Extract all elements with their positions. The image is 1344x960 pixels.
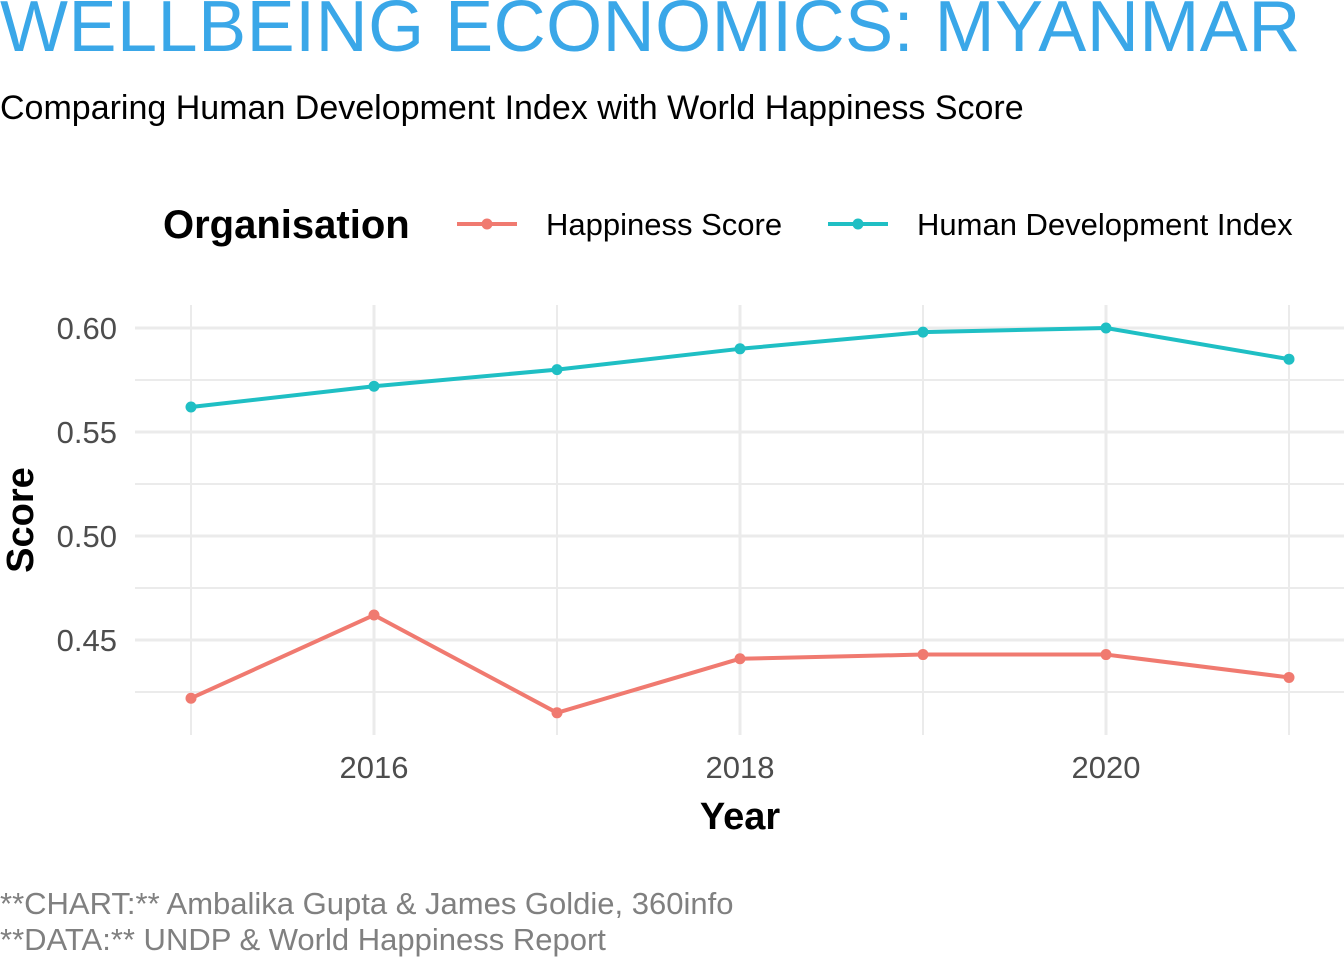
chart-title: WELLBEING ECONOMICS: MYANMAR [0,0,1301,67]
y-tick-label: 0.60 [57,311,117,346]
data-point [185,401,197,413]
data-point [368,380,380,392]
data-point [368,609,380,621]
caption-chart-credit: **CHART:** Ambalika Gupta & James Goldie… [0,886,734,921]
y-tick-label: 0.50 [57,519,117,554]
legend-key-point [481,218,493,230]
data-point [917,649,929,661]
legend: Organisation Happiness Score Human Develop… [163,203,1293,247]
data-point [185,692,197,704]
data-point [551,707,563,719]
data-point [1283,671,1295,683]
line-chart: 0.45 0.50 0.55 0.60 2016 2018 2020 Year Score Or… [0,203,1344,838]
data-point [734,653,746,665]
legend-key-point [852,218,864,230]
series [185,322,1295,719]
data-point [1100,649,1112,661]
y-axis-title: Score [0,467,42,573]
data-point [551,364,563,376]
legend-label: Happiness Score [546,207,782,242]
x-tick-label: 2018 [706,750,775,785]
data-point [734,343,746,355]
y-tick-label: 0.55 [57,415,117,450]
chart-subtitle: Comparing Human Development Index with W… [0,89,1024,127]
legend-title: Organisation [163,203,410,247]
legend-label: Human Development Index [917,207,1293,242]
data-point [917,326,929,338]
axes: 0.45 0.50 0.55 0.60 2016 2018 2020 Year Score [0,311,1140,838]
data-point [1100,322,1112,334]
x-axis-title: Year [700,796,781,838]
y-tick-label: 0.45 [57,623,117,658]
grid [135,305,1344,735]
caption-data-source: **DATA:** UNDP & World Happiness Report [0,922,606,957]
data-point [1283,353,1295,365]
x-tick-label: 2016 [340,750,409,785]
x-tick-label: 2020 [1072,750,1141,785]
